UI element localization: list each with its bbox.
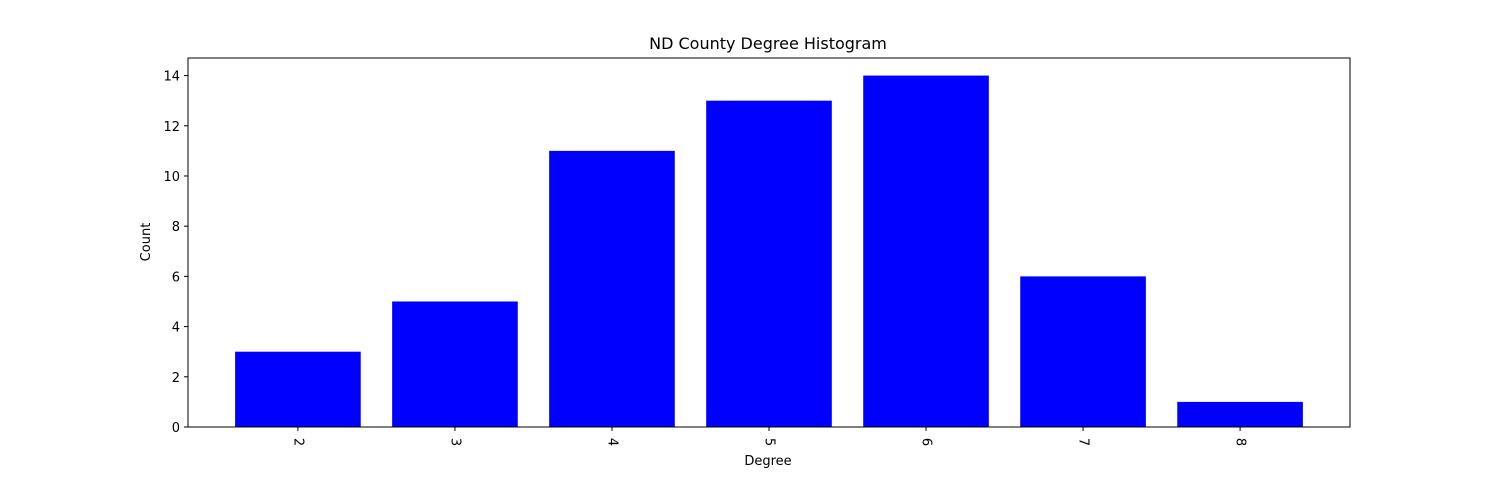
y-tick-label: 2 xyxy=(172,371,180,386)
bars-group xyxy=(235,75,1303,428)
y-tick-label: 14 xyxy=(163,70,180,85)
bar-5 xyxy=(706,100,832,428)
y-tick-label: 8 xyxy=(172,220,180,235)
y-axis-ticks: 0 2 4 6 8 10 12 14 xyxy=(163,70,188,436)
bar-8 xyxy=(1177,401,1303,427)
x-tick-label: 8 xyxy=(1233,438,1248,446)
x-tick-label: 2 xyxy=(290,438,305,446)
y-tick-label: 10 xyxy=(163,170,180,185)
y-tick-label: 6 xyxy=(172,270,180,285)
x-tick-label: 5 xyxy=(762,438,777,446)
x-tick-label: 3 xyxy=(447,438,462,446)
x-tick-label: 4 xyxy=(604,438,619,446)
bar-3 xyxy=(392,301,518,427)
bar-4 xyxy=(549,150,675,427)
x-axis-label: Degree xyxy=(744,454,791,469)
x-tick-label: 7 xyxy=(1076,438,1091,446)
bar-2 xyxy=(235,351,361,427)
y-axis-label: Count xyxy=(139,223,154,262)
y-tick-label: 0 xyxy=(172,421,180,436)
y-tick-label: 12 xyxy=(163,120,180,135)
bar-6 xyxy=(863,75,989,428)
bar-7 xyxy=(1020,276,1146,427)
x-tick-label: 6 xyxy=(919,438,934,446)
x-axis-ticks: 2 3 4 5 6 7 8 xyxy=(290,427,1248,446)
y-tick-label: 4 xyxy=(172,321,180,336)
chart-title: ND County Degree Histogram xyxy=(649,34,887,53)
